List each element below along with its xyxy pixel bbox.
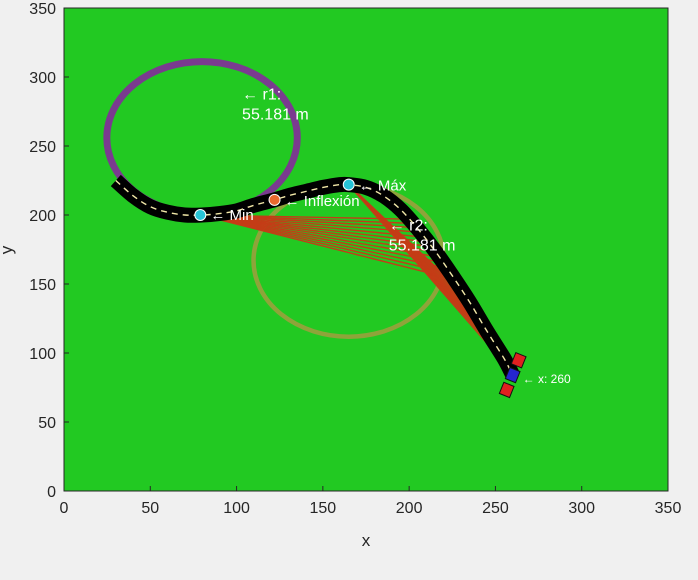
x-tick-label: 250 <box>482 500 509 517</box>
tangent-ray <box>200 214 436 253</box>
annotation-label: ← x: 260 <box>523 372 571 386</box>
annotation-label: ← Inflexión <box>285 193 360 210</box>
y-tick-label: 300 <box>29 70 56 87</box>
y-tick-label: 150 <box>29 277 56 294</box>
tangent-ray <box>200 214 448 269</box>
plot-area <box>64 8 668 491</box>
annotations: ← r1: 55.181 m ← r2: 55.181 m ← Min ← Inflexi… <box>210 87 571 386</box>
y-tick-label: 350 <box>29 1 56 18</box>
tangent-ray <box>200 214 452 275</box>
y-axis-label: y <box>0 245 16 254</box>
annotation-label: ← r2: 55.181 m <box>389 218 456 255</box>
tangent-ray <box>200 214 433 248</box>
vehicle-cell <box>510 351 527 369</box>
vehicle-body <box>504 366 521 384</box>
inflection-marker <box>268 193 281 206</box>
tangent-ray <box>200 214 429 243</box>
y-tick-label: 50 <box>38 415 56 432</box>
x-tick-label: 50 <box>141 500 159 517</box>
plot-border <box>63 7 669 492</box>
y-tick-label: 250 <box>29 139 56 156</box>
x-tick-label: 200 <box>396 500 423 517</box>
axes: 0 50 100 150 200 250 300 350 0 50 100 150 200 250 300 3… <box>29 1 681 517</box>
road-centerline <box>115 179 514 376</box>
tangent-ray <box>200 214 425 238</box>
x-tick-label: 350 <box>655 500 682 517</box>
tangent-ray <box>200 214 440 259</box>
x-tick-label: 150 <box>310 500 337 517</box>
y-tick-label: 0 <box>47 484 56 501</box>
annotation-label: ← Máx <box>359 178 407 195</box>
x-tick-label: 300 <box>568 500 595 517</box>
vehicle-group <box>498 351 527 399</box>
vehicle-cell <box>498 381 515 399</box>
annotation-label: ← r1: 55.181 m <box>242 87 309 124</box>
y-tick-label: 200 <box>29 208 56 225</box>
annotation-label: ← Min <box>210 207 253 224</box>
x-tick-label: 0 <box>60 500 69 517</box>
x-axis-label: x <box>362 531 371 550</box>
extreme-marker <box>194 209 207 221</box>
extreme-marker <box>342 178 355 191</box>
vehicle <box>498 351 527 399</box>
x-tick-label: 100 <box>223 500 250 517</box>
trajectory <box>110 174 520 379</box>
point-markers <box>194 178 355 221</box>
y-tick-label: 100 <box>29 346 56 363</box>
tangent-ray <box>200 214 444 264</box>
tangent-ray <box>200 214 455 281</box>
